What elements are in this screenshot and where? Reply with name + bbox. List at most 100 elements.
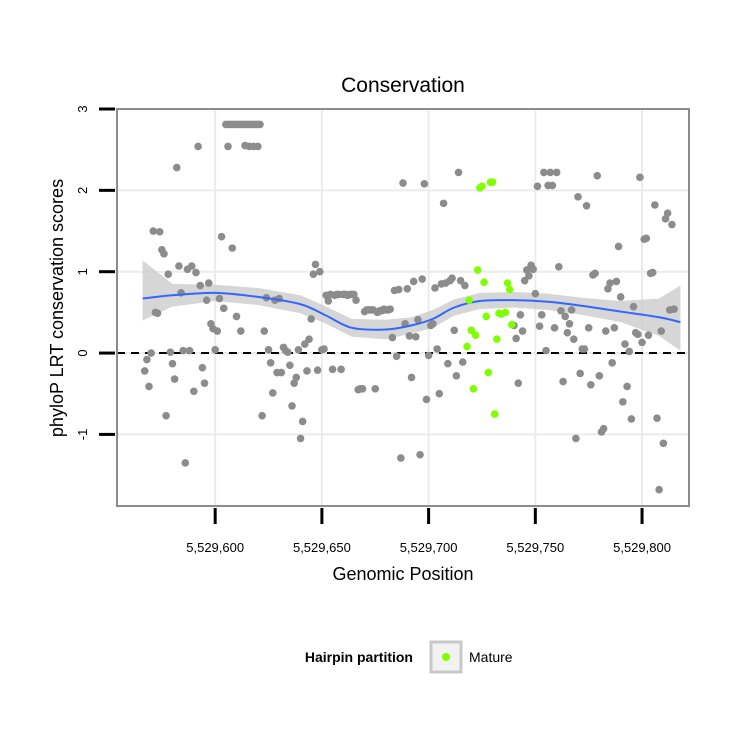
x-axis: 5,529,600 5,529,650 5,529,700 5,529,750 5,52… [186, 508, 671, 555]
data-point-30 [204, 279, 213, 287]
data-point-212 [623, 382, 631, 391]
data-point-224 [648, 268, 657, 277]
y-tick-label-1: 0 [75, 349, 90, 356]
data-point-106 [350, 290, 358, 299]
data-point-227 [655, 485, 663, 494]
data-point-127 [394, 285, 403, 294]
data-point-96 [328, 365, 337, 374]
data-point-213 [625, 347, 634, 356]
data-point-199 [595, 372, 604, 380]
data-point-194 [584, 324, 593, 332]
data-point-209 [616, 293, 625, 301]
data-point-157 [458, 358, 467, 366]
data-point-219 [638, 338, 646, 347]
data-point-207 [612, 277, 621, 286]
data-point-10 [162, 411, 170, 420]
data-point-58 [236, 327, 245, 335]
data-point-12 [166, 348, 175, 357]
data-point-229 [659, 439, 668, 448]
data-point-138 [418, 275, 427, 283]
mature-point-6 [478, 182, 486, 191]
mature-point-4 [473, 266, 482, 274]
mature-point-20 [463, 342, 471, 351]
data-point-37 [219, 304, 228, 313]
data-point-135 [412, 332, 420, 341]
data-point-63 [258, 411, 266, 420]
data-point-75 [283, 348, 292, 357]
data-point-176 [546, 168, 555, 177]
data-point-128 [397, 454, 405, 462]
x-tick-label-2: 5,529,700 [400, 540, 458, 555]
data-point-186 [567, 306, 576, 314]
legend-title: Hairpin partition [305, 649, 413, 665]
data-point-234 [670, 305, 678, 313]
data-point-231 [663, 209, 672, 217]
data-point-182 [559, 377, 567, 386]
data-point-28 [200, 379, 209, 387]
mature-point-17 [503, 279, 512, 287]
data-point-211 [621, 340, 629, 348]
x-tick-label-3: 5,529,750 [506, 540, 564, 555]
data-point-170 [533, 182, 542, 191]
data-point-36 [217, 232, 226, 241]
data-point-178 [550, 324, 559, 332]
mature-point-0 [465, 296, 473, 304]
data-point-215 [629, 302, 638, 311]
mature-point-2 [469, 385, 478, 393]
data-point-192 [580, 345, 589, 353]
legend-label-mature: Mature [469, 649, 513, 665]
data-point-174 [542, 346, 550, 355]
smooth-trend-line [142, 291, 681, 331]
y-tick-label-0: -1 [75, 429, 90, 441]
y-axis-title: phyloP LRT conservation scores [47, 179, 67, 437]
data-point-193 [582, 202, 591, 210]
data-point-7 [155, 228, 164, 236]
data-point-222 [644, 331, 653, 339]
data-point-22 [187, 262, 196, 270]
data-point-0 [140, 367, 149, 375]
data-point-6 [153, 309, 162, 317]
data-point-183 [561, 312, 570, 321]
data-point-205 [608, 359, 616, 367]
data-point-195 [587, 380, 595, 389]
data-point-129 [399, 179, 407, 187]
data-point-218 [636, 173, 644, 182]
data-point-2 [145, 382, 153, 391]
data-point-3 [147, 349, 155, 357]
y-tick-label-3: 2 [75, 187, 90, 194]
mature-point-18 [505, 285, 514, 294]
data-point-1 [143, 355, 151, 364]
data-point-11 [164, 270, 173, 278]
mature-point-13 [493, 335, 501, 344]
data-point-66 [264, 346, 273, 354]
data-point-23 [190, 387, 198, 396]
data-point-68 [269, 389, 277, 397]
legend-mature-marker [442, 653, 450, 661]
mature-point-3 [471, 331, 480, 339]
data-point-124 [388, 333, 397, 342]
data-point-18 [179, 346, 187, 355]
x-tick-label-1: 5,529,650 [293, 540, 351, 555]
mature-points [463, 178, 516, 418]
data-point-27 [198, 363, 207, 372]
legend: Hairpin partition Mature [305, 640, 513, 674]
data-point-16 [175, 262, 183, 270]
data-point-29 [202, 296, 211, 304]
data-point-168 [529, 265, 537, 274]
mature-point-19 [508, 320, 516, 329]
data-point-155 [454, 168, 463, 177]
data-point-54 [256, 120, 264, 129]
data-point-171 [535, 322, 544, 331]
data-point-221 [642, 234, 651, 243]
data-point-19 [181, 459, 190, 467]
data-point-185 [565, 319, 574, 328]
data-point-203 [604, 284, 612, 293]
data-point-228 [657, 327, 666, 335]
data-point-57 [232, 312, 241, 321]
data-point-84 [303, 367, 311, 375]
data-point-131 [403, 284, 412, 293]
data-point-100 [337, 365, 345, 374]
data-point-80 [294, 346, 303, 354]
data-point-55 [224, 142, 232, 151]
data-point-187 [569, 335, 578, 344]
